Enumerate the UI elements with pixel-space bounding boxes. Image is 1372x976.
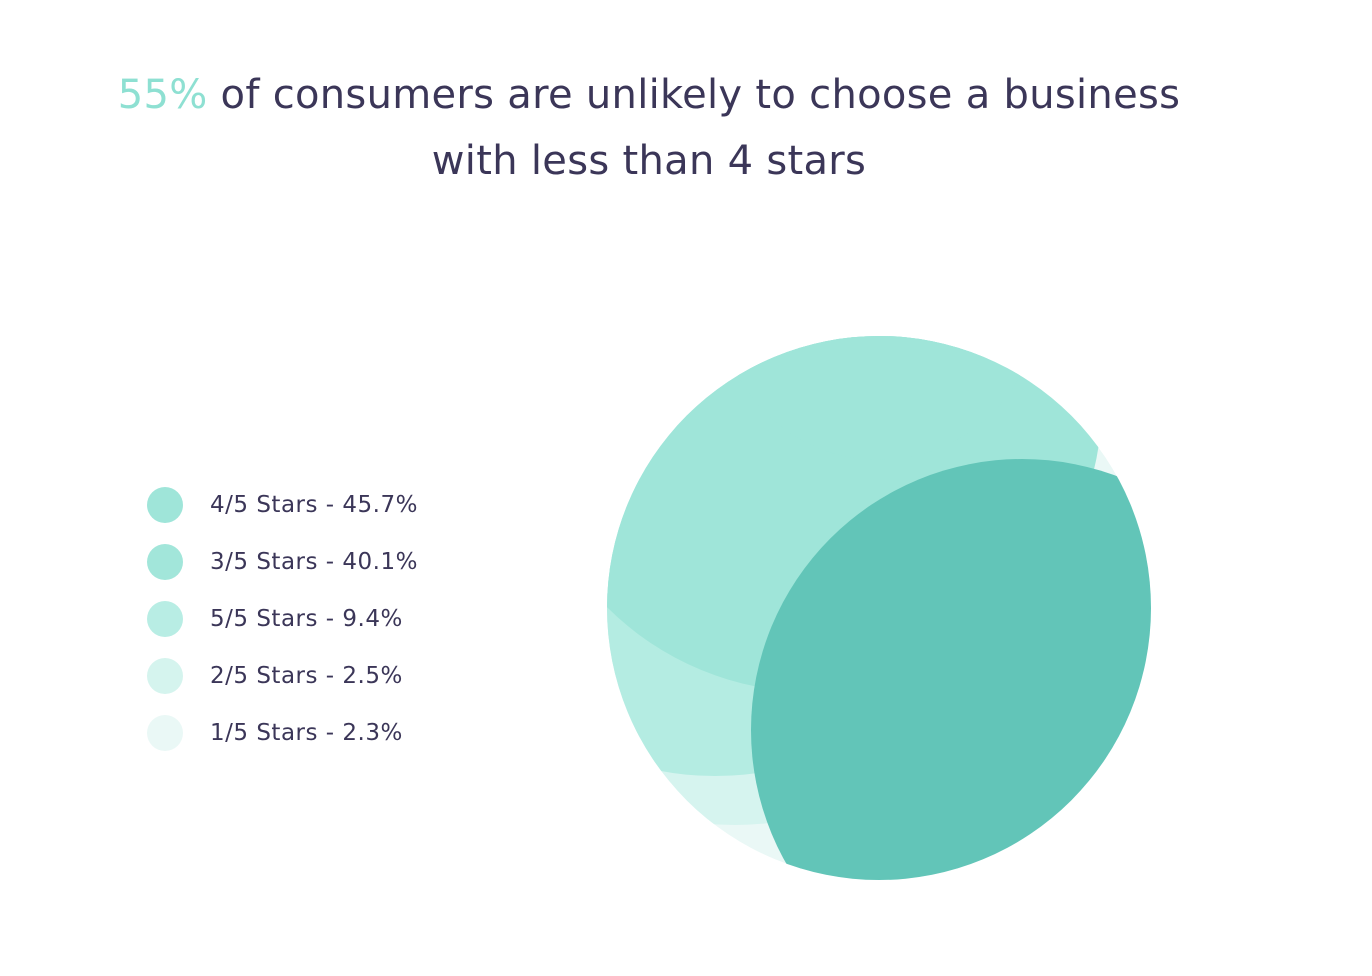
legend-label: 3/5 Stars - 40.1% (210, 548, 418, 575)
legend-swatch (147, 600, 183, 637)
legend-swatch (147, 714, 183, 751)
legend-item: 3/5 Stars - 40.1% (147, 533, 418, 590)
legend: 4/5 Stars - 45.7% 3/5 Stars - 40.1% 5/5 … (147, 476, 418, 761)
title-highlight: 55% (117, 72, 208, 118)
pie-slice-3-of-5-stars (719, 336, 1039, 460)
legend-item: 4/5 Stars - 45.7% (147, 476, 418, 533)
legend-swatch (147, 486, 183, 523)
legend-label: 4/5 Stars - 45.7% (210, 491, 418, 518)
legend-label: 2/5 Stars - 2.5% (210, 662, 403, 689)
legend-item: 5/5 Stars - 9.4% (147, 590, 418, 647)
legend-item: 1/5 Stars - 2.3% (147, 704, 418, 761)
title-line-2: with less than 4 stars (431, 138, 867, 184)
legend-swatch (147, 657, 183, 694)
legend-label: 1/5 Stars - 2.3% (210, 719, 403, 746)
title-line-1: 55% of consumers are unlikely to choose … (0, 62, 1298, 128)
legend-item: 2/5 Stars - 2.5% (147, 647, 418, 704)
legend-label: 5/5 Stars - 9.4% (210, 605, 403, 632)
legend-swatch (147, 543, 183, 580)
title-line-1-text: of consumers are unlikely to choose a bu… (207, 72, 1181, 118)
chart-title: 55% of consumers are unlikely to choose … (0, 62, 1298, 194)
pie-slice-4-of-5-stars (751, 459, 1151, 880)
